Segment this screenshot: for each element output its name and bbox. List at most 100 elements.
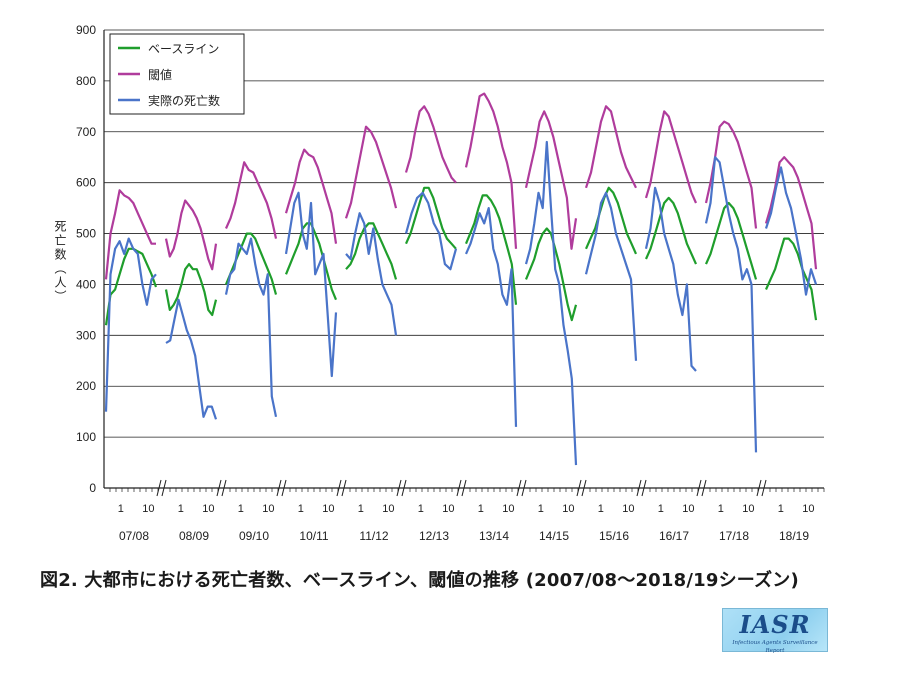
axis-break-mark: [576, 479, 582, 497]
legend-label: ベースライン: [148, 42, 219, 56]
y-tick-label: 500: [76, 227, 96, 241]
series-line-segment: [404, 105, 457, 184]
y-axis-ticks: 0 100 200 300 400 500 600 700 800 900: [76, 23, 96, 495]
season-label: 15/16: [599, 529, 629, 543]
series-line-segment: [165, 298, 218, 420]
y-tick-label: 800: [76, 74, 96, 88]
series-line-segment: [464, 194, 518, 305]
season-label: 08/09: [179, 529, 209, 543]
axis-break-mark: [761, 479, 767, 497]
series-line-segment: [284, 148, 338, 244]
y-tick-label: 200: [76, 379, 96, 393]
week-tick-label: 10: [442, 503, 454, 515]
season-label: 10/11: [299, 529, 328, 543]
series-line-segment: [224, 161, 278, 239]
week-tick-label: 10: [382, 503, 394, 515]
axis-break-mark: [461, 479, 467, 497]
y-tick-label: 700: [76, 125, 96, 139]
axis-break-mark: [156, 479, 162, 497]
series-line-segment: [104, 237, 157, 412]
season-label: 18/19: [779, 529, 809, 543]
week-tick-label: 1: [478, 503, 484, 515]
axis-break-mark: [756, 479, 762, 497]
week-tick-label: 1: [238, 503, 244, 515]
y-tick-label: 600: [76, 176, 96, 190]
series-line-segment: [284, 222, 338, 301]
week-tick-label: 10: [802, 503, 814, 515]
season-label: 16/17: [659, 529, 689, 543]
axis-break-mark: [221, 479, 227, 497]
axis-break-mark: [276, 479, 282, 497]
y-tick-label: 900: [76, 23, 96, 37]
axis-break-mark: [456, 479, 462, 497]
week-tick-label: 1: [418, 503, 424, 515]
grid: [103, 29, 824, 489]
week-tick-label: 1: [718, 503, 724, 515]
axis-break-mark: [581, 479, 587, 497]
axis-break-mark: [696, 479, 702, 497]
week-tick-label: 10: [142, 503, 154, 515]
series-line-segment: [524, 140, 578, 466]
axis-break-mark: [636, 479, 642, 497]
week-tick-label: 10: [742, 503, 754, 515]
season-label: 11/12: [359, 529, 388, 543]
season-label: 13/14: [479, 529, 509, 543]
week-tick-label: 1: [658, 503, 664, 515]
week-tick-label: 1: [118, 503, 124, 515]
series-line-segment: [345, 222, 398, 280]
chart: 0 100 200 300 400 500 600 700 800 900 死亡数（人） 1 10 0…: [53, 23, 825, 543]
week-tick-label: 10: [202, 503, 214, 515]
logo-main-text: IASR: [739, 610, 811, 639]
series-line-segment: [224, 237, 278, 418]
season-label: 14/15: [539, 529, 569, 543]
series-line-segment: [404, 191, 458, 271]
axis-break-mark: [641, 479, 647, 497]
series-line-segment: [704, 156, 758, 453]
y-tick-label: 300: [76, 328, 96, 342]
series-line-segment: [345, 212, 398, 336]
season-label: 07/08: [119, 529, 149, 543]
series-line-segment: [644, 186, 697, 372]
week-tick-label: 1: [538, 503, 544, 515]
series-line-segment: [104, 247, 158, 326]
series-line-segment: [524, 227, 578, 322]
series-line-segment: [344, 125, 398, 219]
series-line-segment: [524, 110, 578, 250]
legend-label: 実際の死亡数: [148, 93, 220, 108]
series-line-segment: [584, 191, 638, 361]
week-tick-label: 1: [598, 503, 604, 515]
series-line-segment: [644, 110, 698, 204]
axis-break-mark: [281, 479, 287, 497]
week-tick-label: 1: [178, 503, 184, 515]
legend-label: 閾値: [148, 67, 172, 82]
series-lines: [104, 92, 818, 466]
iasr-logo: IASR Infectious Agents Surveillance Repo…: [722, 608, 828, 654]
week-tick-label: 10: [322, 503, 334, 515]
y-axis-label: 死亡数（人）: [53, 220, 67, 304]
axis-break-mark: [336, 479, 342, 497]
axis-break-mark: [341, 479, 347, 497]
week-tick-label: 10: [682, 503, 694, 515]
season-label: 09/10: [239, 529, 269, 543]
week-tick-label: 1: [778, 503, 784, 515]
series-line-segment: [164, 199, 218, 271]
week-tick-label: 10: [262, 503, 274, 515]
week-tick-label: 1: [358, 503, 364, 515]
series-line-segment: [644, 196, 698, 265]
axis-break-mark: [161, 479, 167, 497]
series-line-segment: [464, 92, 518, 249]
series-line-segment: [584, 186, 638, 255]
axis-break-mark: [516, 479, 522, 497]
week-tick-label: 10: [562, 503, 574, 515]
y-tick-label: 100: [76, 430, 96, 444]
series-line-segment: [404, 186, 457, 250]
logo-sub-text: Infectious Agents Surveillance Report: [732, 640, 818, 654]
week-tick-label: 1: [298, 503, 304, 515]
season-label: 12/13: [419, 529, 449, 543]
season-label: 17/18: [719, 529, 749, 543]
series-line-segment: [284, 191, 338, 378]
series-line-segment: [704, 201, 758, 280]
series-line-segment: [164, 263, 218, 317]
axis-break-mark: [521, 479, 527, 497]
